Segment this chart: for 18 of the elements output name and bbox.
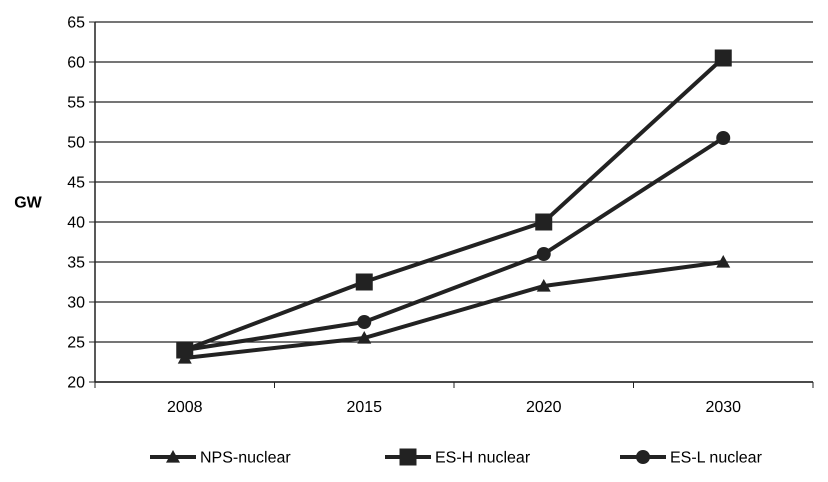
x-tick-label: 2030 [705, 399, 742, 416]
legend-label: ES-L nuclear [670, 450, 763, 467]
y-tick-label: 40 [67, 214, 86, 232]
legend-label: ES-H nuclear [435, 450, 531, 467]
y-tick-label: 35 [67, 254, 86, 272]
y-axis-title: GW [14, 194, 43, 212]
y-tick-label: 60 [67, 54, 86, 72]
y-tick-label: 30 [67, 294, 86, 312]
x-tick-label: 2020 [526, 399, 562, 416]
y-tick-label: 50 [67, 134, 86, 152]
y-tick-label: 55 [67, 94, 86, 112]
x-tick-label: 2015 [346, 399, 382, 416]
y-tick-label: 45 [67, 174, 86, 192]
y-tick-label: 65 [67, 14, 86, 32]
y-tick-label: 25 [67, 334, 86, 352]
y-tick-label: 20 [67, 374, 86, 392]
x-tick-label: 2008 [166, 399, 203, 416]
legend-label: NPS-nuclear [200, 450, 292, 467]
